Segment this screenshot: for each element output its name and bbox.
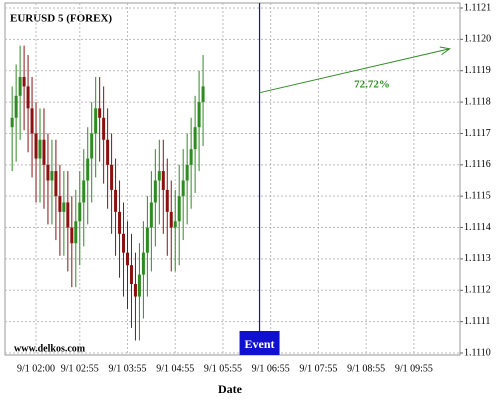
candle-body [133, 284, 137, 297]
candle-body [145, 227, 149, 253]
candle-body [18, 77, 22, 96]
candle-body [58, 196, 62, 212]
candle-body [129, 265, 133, 284]
y-tick-label: 1.1118 [464, 96, 491, 107]
candle-body [34, 133, 38, 159]
x-tick-label: 9/1 04:55 [156, 363, 194, 374]
y-tick-label: 1.1113 [464, 253, 491, 264]
candle-body [102, 117, 106, 140]
candle-body [181, 180, 185, 197]
candle-body [201, 86, 205, 103]
candle-body [165, 189, 169, 212]
plot-frame [4, 2, 461, 356]
x-tick-label: 9/1 09:55 [395, 363, 433, 374]
candle-body [114, 189, 118, 212]
candle-body [141, 252, 145, 275]
candle-body [38, 139, 42, 159]
candle-body [42, 139, 46, 165]
x-tick-label: 9/1 02:00 [17, 363, 55, 374]
candle-body [161, 171, 165, 190]
y-tick-label: 1.1117 [464, 128, 491, 139]
candle-body [54, 171, 58, 197]
y-tick-label: 1.1116 [464, 159, 491, 170]
x-tick-label: 9/1 07:55 [299, 363, 337, 374]
x-axis-label: Date [218, 382, 243, 396]
x-tick-label: 9/1 08:55 [347, 363, 385, 374]
x-tick-label: 9/1 06:55 [252, 363, 290, 374]
candle-body [173, 221, 177, 228]
candle-body [189, 149, 193, 165]
candle-body [177, 196, 181, 222]
candle-body [70, 227, 74, 244]
y-tick-label: 1.1115 [464, 190, 491, 201]
forecast-label: 72.72% [354, 79, 390, 91]
candle-body [78, 202, 82, 222]
candle-body [185, 164, 189, 181]
candle-body [86, 158, 90, 181]
x-tick-label: 9/1 03:55 [108, 363, 146, 374]
y-tick-label: 1.1121 [464, 2, 491, 13]
x-tick-label: 9/1 02:55 [61, 363, 99, 374]
x-tick-label: 9/1 05:55 [204, 363, 242, 374]
y-tick-label: 1.1119 [464, 65, 491, 76]
y-tick-label: 1.1111 [464, 316, 490, 327]
candle-body [118, 211, 122, 234]
source: www.delkos.com [14, 343, 86, 354]
candle-body [137, 274, 141, 297]
candle-body [82, 180, 86, 203]
candle-body [26, 86, 30, 109]
candle-body [90, 133, 94, 159]
candle-body [10, 117, 14, 128]
candle-body [157, 171, 161, 181]
candle-body [50, 171, 54, 181]
forecast-arrow [259, 48, 450, 94]
candle-body [110, 164, 114, 190]
candle-body [74, 221, 78, 244]
candle-body [106, 139, 110, 165]
candle-body [62, 202, 66, 212]
event-box [239, 331, 280, 355]
y-tick-label: 1.1112 [464, 285, 491, 296]
candle-body [66, 202, 70, 228]
candle-body [30, 108, 34, 134]
candle-body [22, 77, 26, 87]
candle-body [94, 108, 98, 134]
candle-body [193, 127, 197, 150]
candle-body [98, 108, 102, 118]
y-tick-label: 1.1110 [464, 347, 491, 358]
y-tick-label: 1.1114 [464, 222, 491, 233]
candle-body [46, 164, 50, 181]
candle-body [149, 202, 153, 228]
candle-body [169, 211, 173, 228]
candle-body [197, 102, 201, 128]
arrow-head [439, 46, 451, 56]
candle-body [126, 252, 129, 266]
event-label: Event [245, 337, 275, 351]
candle-body [14, 95, 18, 118]
y-tick-label: 1.1120 [464, 34, 491, 45]
candle-body [153, 180, 157, 203]
chart-title: EURUSD 5 (FOREX) [10, 13, 112, 25]
candle-body [122, 233, 126, 253]
